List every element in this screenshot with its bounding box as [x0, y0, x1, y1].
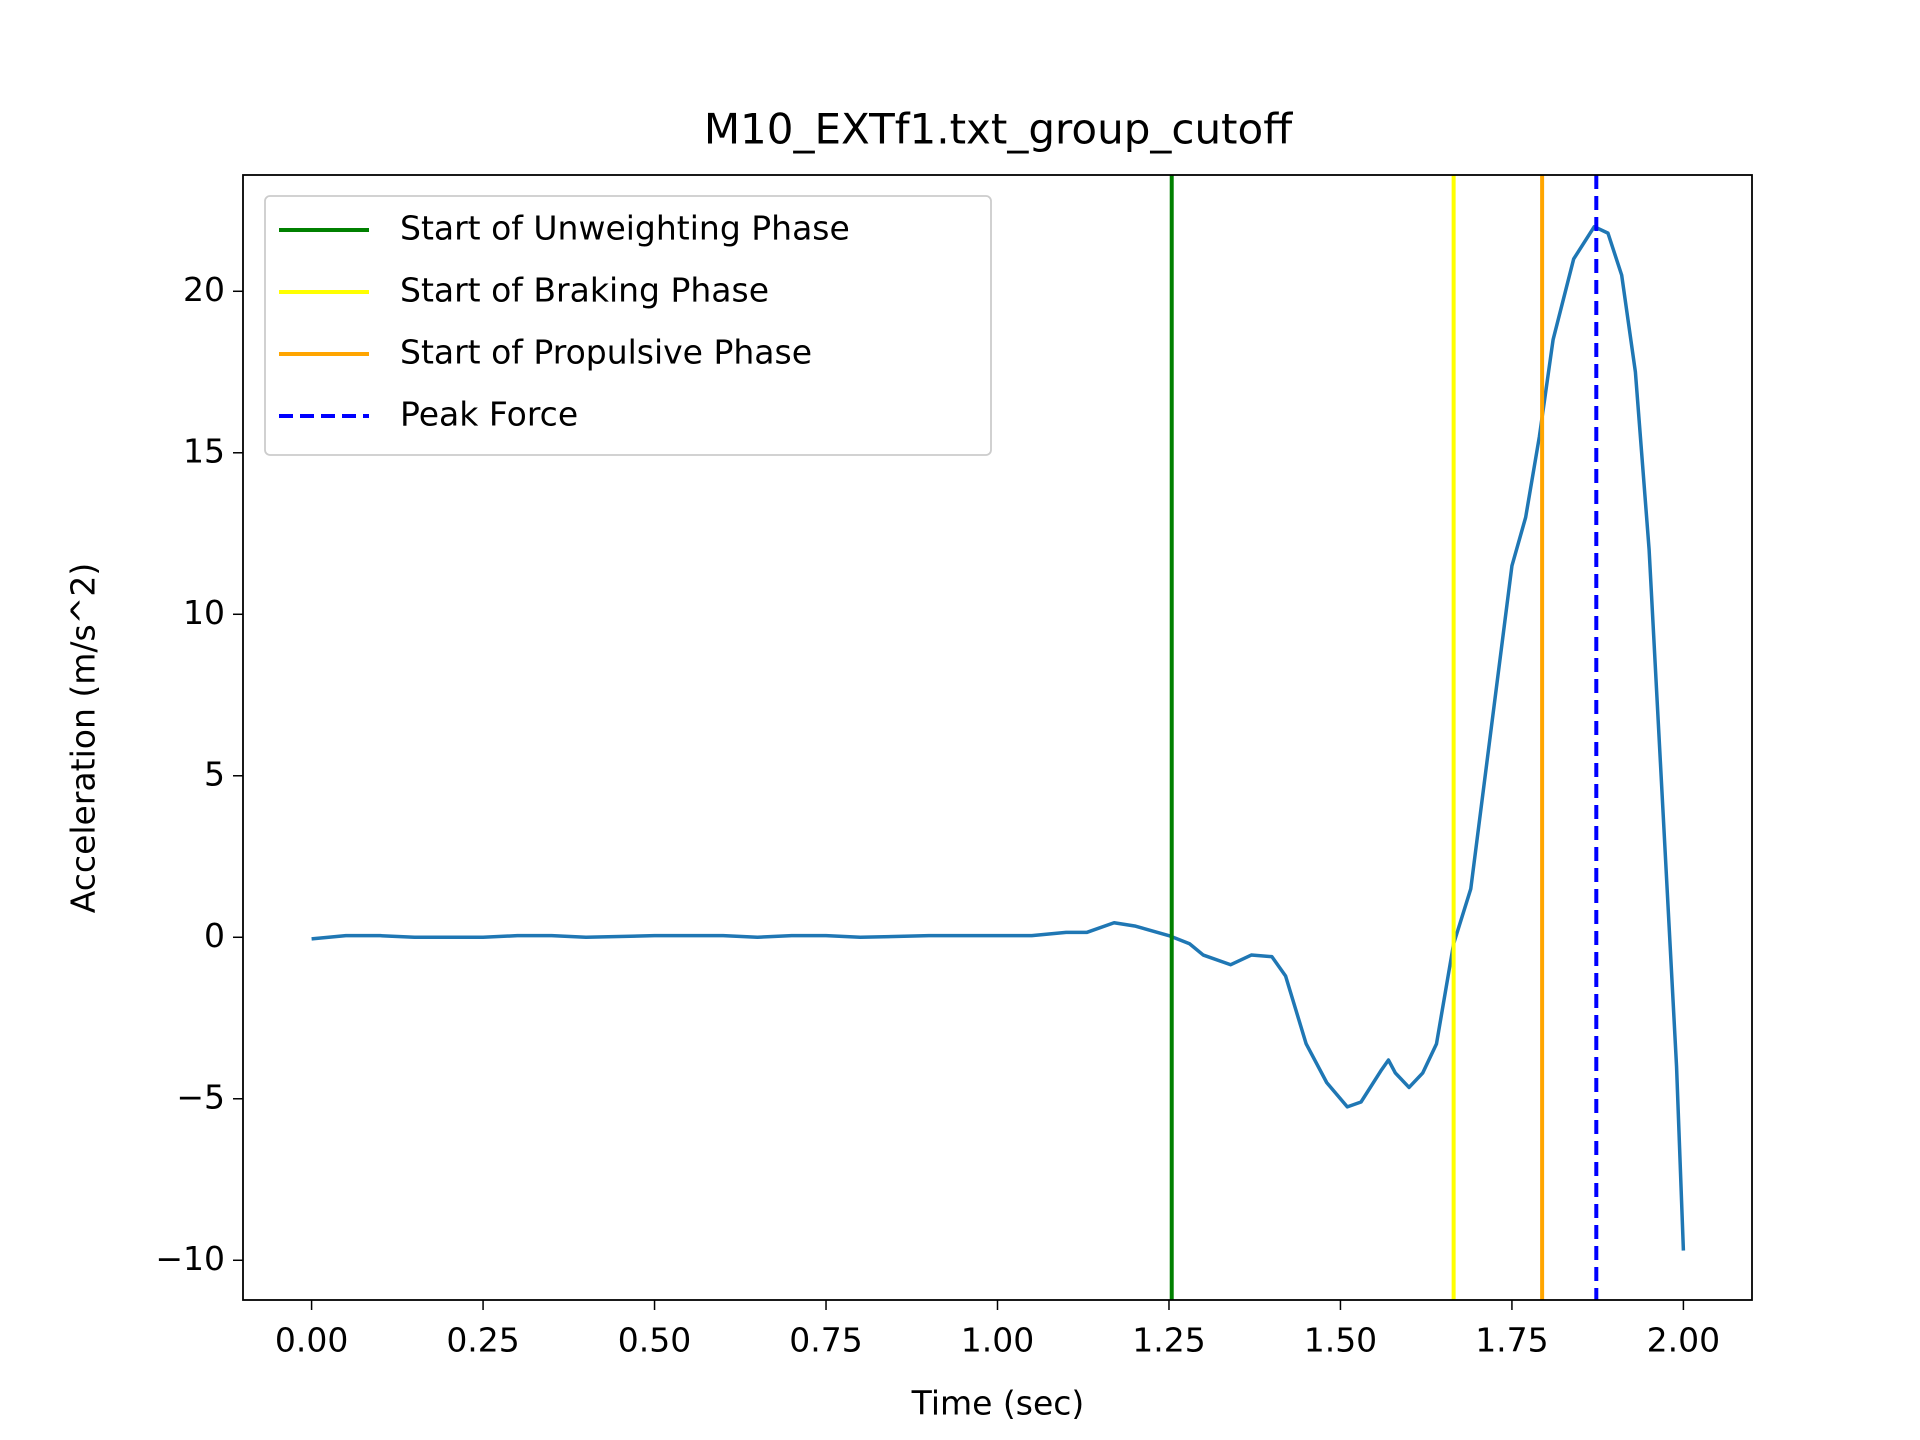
legend-label: Peak Force [400, 395, 578, 434]
y-axis-label: Acceleration (m/s^2) [64, 563, 103, 913]
x-tick-label: 0.75 [789, 1321, 862, 1360]
x-tick-label: 1.00 [961, 1321, 1034, 1360]
y-tick-label: 10 [183, 593, 225, 632]
y-tick-label: 20 [183, 270, 225, 309]
legend-label: Start of Braking Phase [400, 271, 769, 310]
y-tick-label: 15 [183, 431, 225, 470]
y-tick-label: −10 [155, 1239, 225, 1278]
data-line [311, 224, 1686, 1251]
x-tick-label: 1.75 [1475, 1321, 1548, 1360]
x-axis-label: Time (sec) [911, 1384, 1085, 1423]
plot-frame [242, 174, 1753, 1301]
y-tick-label: 0 [204, 916, 225, 955]
x-tick-label: 0.50 [618, 1321, 691, 1360]
legend-label: Start of Propulsive Phase [400, 333, 812, 372]
x-tick-label: 1.50 [1304, 1321, 1377, 1360]
legend-box [264, 195, 992, 456]
x-tick-label: 0.25 [446, 1321, 519, 1360]
y-tick-label: 5 [204, 754, 225, 793]
x-tick-label: 2.00 [1647, 1321, 1720, 1360]
y-tick-label: −5 [176, 1077, 225, 1116]
x-tick-label: 0.00 [275, 1321, 348, 1360]
x-tick-label: 1.25 [1132, 1321, 1205, 1360]
legend-label: Start of Unweighting Phase [400, 209, 850, 248]
chart-title: M10_EXTf1.txt_group_cutoff [704, 105, 1293, 154]
